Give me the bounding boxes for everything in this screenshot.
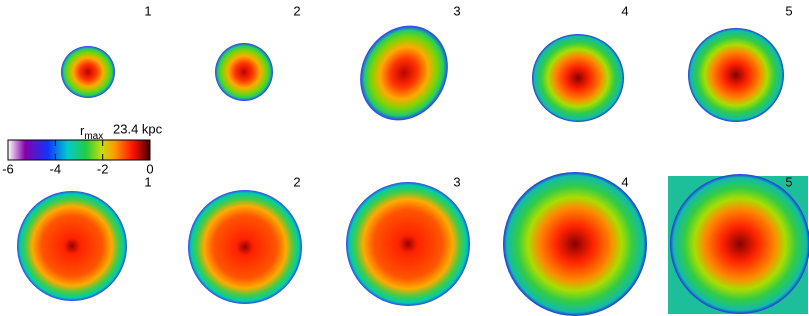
colorbar-label-sub: max [84, 131, 103, 142]
density-map [532, 34, 624, 122]
density-map [688, 28, 784, 122]
density-map [188, 190, 302, 304]
density-map [17, 191, 127, 301]
panel-label: 4 [621, 3, 628, 18]
colorbar-scale-text: 23.4 kpc [113, 121, 163, 136]
panel-label: 2 [293, 174, 300, 189]
colorbar-tick-label: -4 [50, 161, 62, 176]
colorbar-tick-label: -2 [97, 161, 109, 176]
density-map [346, 182, 470, 306]
bottom-row-maps [17, 172, 809, 316]
density-map [360, 25, 448, 121]
colorbar-tick-label: 0 [146, 161, 153, 176]
panel-label: 3 [453, 174, 460, 189]
panel-label: 5 [785, 3, 792, 18]
colorbar-label: rmax [80, 123, 103, 141]
panel-label: 5 [785, 174, 792, 189]
panel-label: 4 [621, 174, 628, 189]
density-map [503, 172, 647, 316]
top-row-maps [61, 25, 784, 122]
colorbar-tick-label: -6 [2, 161, 14, 176]
colorbar-scale [7, 139, 151, 161]
density-map [215, 43, 273, 101]
panel-label: 1 [144, 174, 151, 189]
panel-label: 2 [293, 3, 300, 18]
colorbar: rmax 23.4 kpc [7, 121, 163, 161]
panel-label: 1 [144, 3, 151, 18]
density-map [61, 46, 115, 98]
colorbar-label-main: r [80, 123, 85, 138]
panel-label: 3 [453, 3, 460, 18]
density-map [670, 174, 809, 314]
